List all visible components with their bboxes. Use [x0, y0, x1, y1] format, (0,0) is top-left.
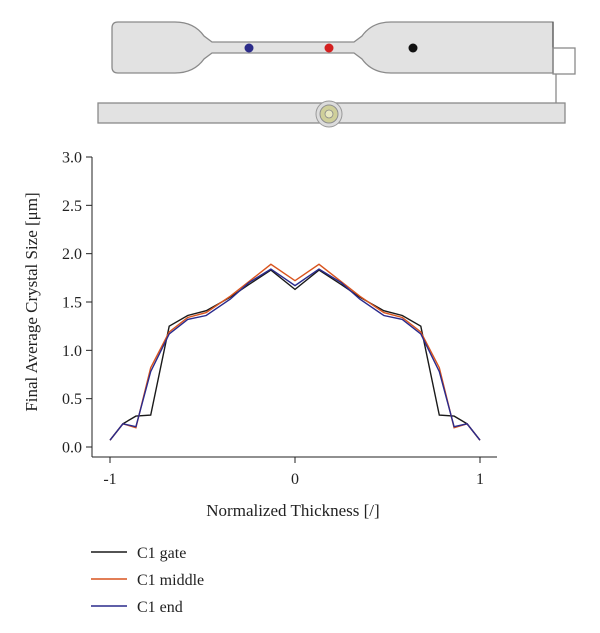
x-tick-label: 1: [476, 471, 484, 488]
series-line-c1-end: [109, 268, 481, 441]
legend-label: C1 gate: [137, 545, 186, 562]
series-lines: [109, 263, 481, 441]
x-axis-title: Normalized Thickness [/]: [206, 501, 379, 520]
x-tick-label: 0: [291, 471, 299, 488]
clamp-block: [552, 47, 576, 75]
y-tick-label: 3.0: [62, 150, 82, 167]
legend-label: C1 end: [137, 599, 183, 616]
y-tick-label: 2.0: [62, 246, 82, 263]
y-tick-label: 2.5: [62, 198, 82, 215]
gate-marker-dot: [244, 43, 254, 53]
middle-marker-dot: [324, 43, 334, 53]
y-tick-label: 1.0: [62, 343, 82, 360]
legend: C1 gate C1 middle C1 end: [91, 545, 204, 616]
y-tick-label: 1.5: [62, 295, 82, 312]
series-line-c1-middle: [109, 263, 481, 441]
y-tick-label: 0.0: [62, 440, 82, 457]
end-marker-dot: [408, 43, 418, 53]
series-line-c1-gate: [109, 269, 481, 441]
y-axis-title: Final Average Crystal Size [μm]: [22, 192, 41, 411]
y-ticks: 0.0 0.5 1.0 1.5 2.0 2.5 3.0: [62, 150, 92, 457]
legend-label: C1 middle: [137, 572, 204, 589]
x-ticks: -1 0 1: [103, 457, 484, 488]
specimen-diagram: [97, 21, 576, 128]
y-tick-label: 0.5: [62, 391, 82, 408]
sprue-gate: [315, 100, 343, 128]
x-tick-label: -1: [103, 471, 116, 488]
crystal-size-chart: 0.0 0.5 1.0 1.5 2.0 2.5 3.0 -1 0 1 Final Average…: [22, 150, 497, 520]
